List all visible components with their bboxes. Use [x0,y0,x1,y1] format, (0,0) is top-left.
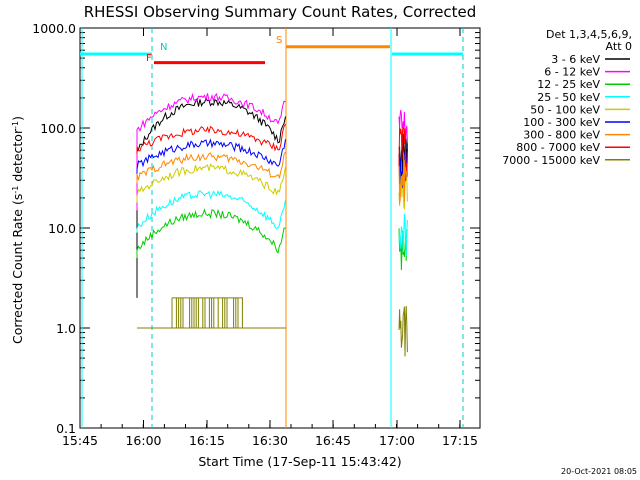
x-tick-label: 16:45 [315,433,351,448]
legend-header: Att 0 [606,40,632,53]
footer-date: 20-Oct-2021 08:05 [561,467,637,476]
legend-label: 12 - 25 keV [537,78,600,91]
series-line-2-8 [398,305,408,357]
y-tick-label: 10.0 [48,221,76,236]
y-tick-label: 100.0 [40,121,76,136]
series-line-8 [137,297,286,329]
y-tick-label: 1000.0 [32,21,76,36]
legend-label: 800 - 7000 keV [516,141,600,154]
legend-header: Det 1,3,4,5,6,9, [546,28,632,41]
x-tick-label: 17:15 [442,433,478,448]
series-line-2 [136,208,286,259]
y-tick-label: 0.1 [56,421,76,436]
annotation-f: F [146,53,152,64]
series-line-2-7 [398,126,408,172]
x-tick-label: 16:30 [252,433,288,448]
plot-area: 15:45 16:00 16:15 16:30 16:45 17:00 17:15 0.1 1.… [32,21,481,448]
series-line-7 [136,123,286,154]
series-line-6 [136,151,286,184]
legend-label: 25 - 50 keV [537,91,600,104]
legend-label: 3 - 6 keV [551,53,600,66]
legend-label: 6 - 12 keV [544,66,600,79]
series-line-1 [136,92,286,211]
legend-label: 300 - 800 keV [523,129,600,142]
legend-label: 100 - 300 keV [523,116,600,129]
annotation-s: S [276,35,282,46]
x-tick-label: 16:15 [189,433,225,448]
x-tick-label: 15:45 [62,433,98,448]
series-line-2-3 [398,213,408,256]
series-line-2-6 [398,154,408,204]
plot-frame [79,27,481,429]
annotation-n: N [160,42,167,53]
series-line-5 [136,138,286,174]
y-axis-label: Corrected Count Rate (s-1 detector-1) [10,116,25,344]
series-line-2-1 [398,109,408,144]
y-tick-label: 1.0 [56,321,76,336]
chart-title: RHESSI Observing Summary Count Rates, Co… [84,3,477,21]
legend-label: 7000 - 15000 keV [502,154,600,167]
series-line-4 [136,163,286,203]
series-line-0 [136,97,286,298]
x-tick-label: 17:00 [379,433,415,448]
legend-label: 50 - 100 keV [530,103,600,116]
x-axis-label: Start Time (17-Sep-11 15:43:42) [198,454,401,469]
series-line-3 [136,190,286,233]
x-tick-label: 16:00 [125,433,161,448]
